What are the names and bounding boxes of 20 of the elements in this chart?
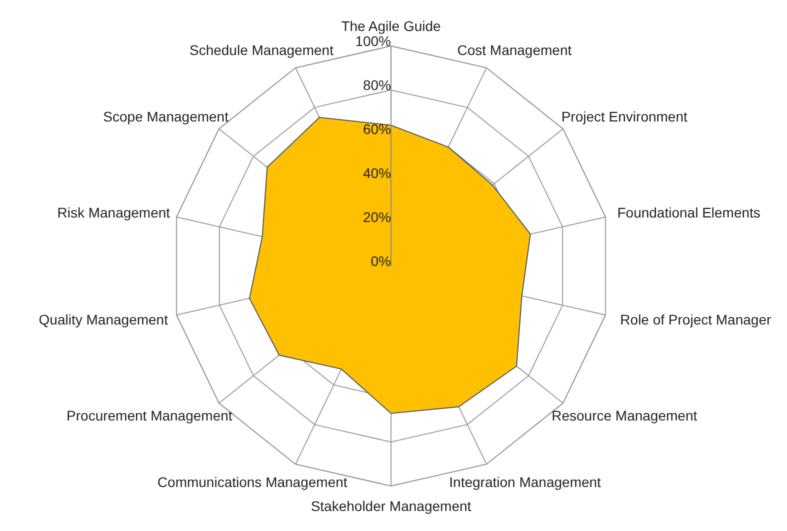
y-tick-label: 20% xyxy=(362,209,391,225)
spoke-label: Project Environment xyxy=(561,108,688,124)
spoke-label: Risk Management xyxy=(57,204,170,221)
spoke-label: The Agile Guide xyxy=(341,18,442,34)
spoke-label: Quality Management xyxy=(38,311,168,328)
spoke-label: Procurement Management xyxy=(66,408,232,424)
y-tick-label: 0% xyxy=(370,253,391,269)
spoke-label: Resource Management xyxy=(552,408,698,424)
spoke-label: Role of Project Manager xyxy=(620,311,772,328)
y-tick-label: 100% xyxy=(355,33,391,49)
spoke-label: Integration Management xyxy=(449,474,602,490)
spoke-label: Cost Management xyxy=(457,42,572,58)
spoke-label: Foundational Elements xyxy=(617,204,760,221)
spoke-label: Communications Management xyxy=(157,474,348,490)
y-tick-label: 40% xyxy=(362,165,391,181)
spoke-label: Scope Management xyxy=(103,108,229,124)
y-tick-label: 80% xyxy=(362,77,391,93)
spoke-label: Stakeholder Management xyxy=(310,498,472,514)
y-tick-label: 60% xyxy=(362,121,391,137)
spoke-label: Schedule Management xyxy=(189,42,334,58)
